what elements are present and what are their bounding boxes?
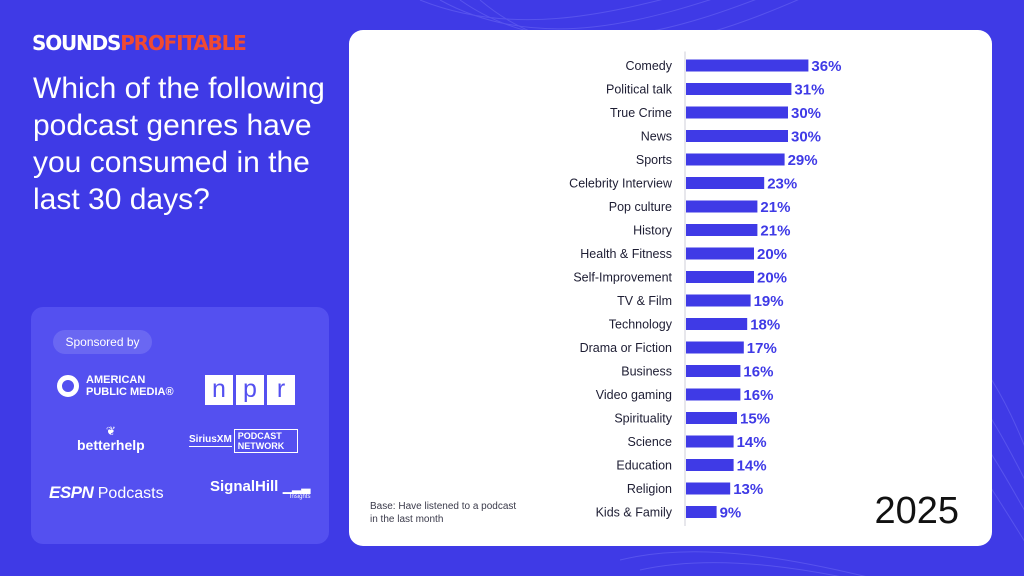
sponsor-panel: Sponsored by AMERICAN PUBLIC MEDIA® n p … [31,307,329,544]
value-label: 16% [743,387,773,404]
betterhelp-leaf-icon: ❦ [105,424,116,438]
signalhill-subtext: Insights [289,494,311,500]
apm-ring-icon [57,375,79,397]
bar [686,130,788,142]
brand-logo: SOUNDSPROFITABLE [32,31,247,55]
bar [686,435,734,448]
npr-letter-r: r [267,375,295,405]
category-label: True Crime [610,106,672,120]
category-label: Religion [627,482,672,496]
value-label: 20% [757,270,787,287]
value-label: 15% [740,411,770,428]
bar [686,506,717,518]
value-label: 19% [754,293,784,310]
category-label: Drama or Fiction [580,341,672,355]
value-label: 23% [767,176,797,193]
category-label: Spirituality [614,412,672,426]
bar [686,365,741,377]
bar [686,388,741,401]
value-label: 14% [737,458,767,475]
bar [686,177,765,189]
siriusxm-logo-text: SiriusXM [189,434,232,447]
category-label: Video gaming [596,388,672,402]
category-label: Celebrity Interview [569,177,673,191]
category-label: Comedy [625,59,672,73]
bar [686,59,809,72]
value-label: 18% [750,317,780,334]
bar [686,459,734,471]
bar [686,106,788,119]
bar [686,247,754,260]
bar [686,83,792,95]
category-label: Self-Improvement [573,271,672,285]
genre-bar-chart: Comedy 36% Political talk 31% True Crime 30% N… [569,51,841,526]
espn-podcasts-text: Podcasts [97,485,164,502]
bar [686,341,744,354]
value-label: 20% [757,246,787,263]
bar [686,412,737,424]
signal-bars-icon: ▁▂▃ [282,480,311,494]
category-label: News [641,130,672,144]
npr-letter-p: p [236,375,264,405]
bar [686,294,751,307]
category-label: Business [621,365,672,379]
value-label: 13% [733,481,763,498]
base-note: Base: Have listened to a podcast in the … [370,501,517,525]
category-label: Kids & Family [596,506,673,520]
bar [686,482,731,495]
npr-logo: n p r [205,375,295,405]
bar [686,200,758,213]
npr-letter-n: n [205,375,233,405]
signalhill-logo: SignalHill ▁▂▃ Insights [210,478,310,500]
bar [686,224,758,236]
brand-logo-part1: SOUNDS [32,31,121,55]
bar [686,318,748,330]
value-label: 17% [747,340,777,357]
category-label: Health & Fitness [580,247,672,261]
bar [686,271,754,283]
apm-logo: AMERICAN PUBLIC MEDIA® [57,374,182,398]
value-label: 14% [737,434,767,451]
value-label: 16% [743,364,773,381]
value-label: 31% [794,82,824,99]
category-label: Technology [609,318,673,332]
betterhelp-logo: ❦ betterhelp [77,425,145,453]
value-label: 21% [760,223,790,240]
category-label: Pop culture [609,200,672,214]
category-label: History [633,224,673,238]
page-title: Which of the following podcast genres ha… [33,72,325,216]
sponsored-by-label: Sponsored by [53,330,152,354]
siriusxm-podcast-network-logo: SiriusXM PODCAST NETWORK [189,429,298,453]
apm-logo-text: AMERICAN PUBLIC MEDIA® [86,374,174,398]
podcast-network-text: PODCAST NETWORK [233,429,298,453]
category-label: TV & Film [617,294,672,308]
category-label: Sports [636,153,672,167]
value-label: 9% [720,505,742,522]
value-label: 30% [791,129,821,146]
value-label: 36% [811,58,841,75]
signalhill-logo-text: SignalHill [210,478,279,495]
value-label: 21% [760,199,790,216]
betterhelp-logo-text: betterhelp [77,437,145,453]
category-label: Political talk [606,83,673,97]
category-label: Education [616,459,672,473]
brand-logo-part2: PROFITABLE [120,31,247,55]
category-label: Science [628,435,673,449]
chart-card: Comedy 36% Political talk 31% True Crime 30% N… [349,30,992,546]
bar [686,153,785,166]
espn-logo-text: ESPN [49,483,94,502]
espn-podcasts-logo: ESPN Podcasts [49,483,164,504]
value-label: 30% [791,105,821,122]
year-label: 2025 [874,490,959,532]
value-label: 29% [788,152,818,169]
